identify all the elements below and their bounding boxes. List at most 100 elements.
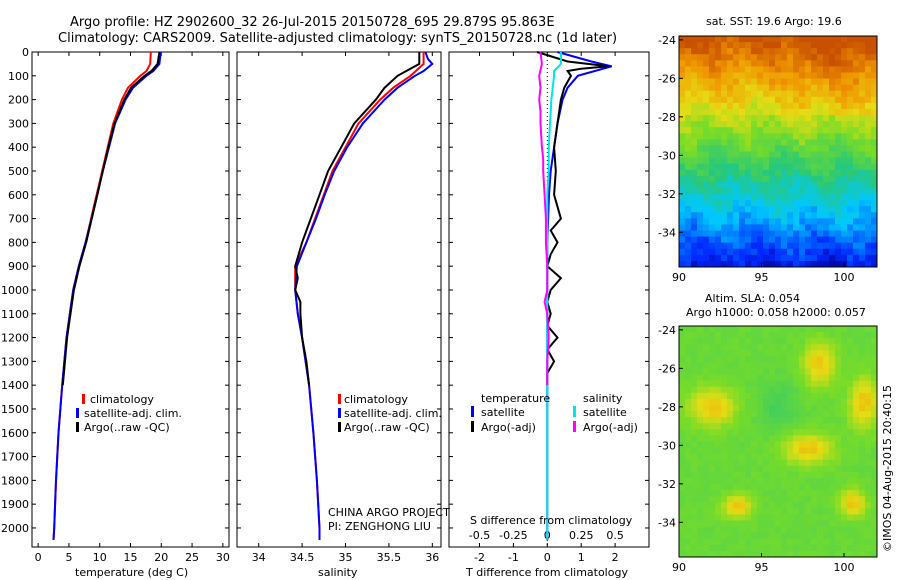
heatmap-cell — [829, 374, 836, 382]
heatmap-cell — [781, 544, 788, 552]
heatmap-cell — [733, 66, 740, 74]
heatmap-cell — [739, 429, 746, 437]
heatmap-cell — [691, 175, 698, 183]
heatmap-cell — [787, 260, 794, 267]
heatmap-cell — [691, 496, 698, 503]
heatmap-cell — [853, 477, 860, 485]
heatmap-cell — [853, 398, 860, 406]
legend-label-argo: Argo(..raw -QC) — [344, 421, 430, 434]
heatmap-cell — [721, 368, 728, 376]
heatmap-cell — [763, 484, 770, 491]
heatmap-cell — [685, 544, 692, 552]
heatmap-cell — [757, 96, 764, 104]
heatmap-cell — [721, 532, 728, 540]
heatmap-cell — [709, 181, 716, 189]
heatmap-cell — [721, 206, 728, 213]
heatmap-cell — [865, 230, 872, 238]
heatmap-cell — [793, 405, 800, 412]
heatmap-cell — [703, 380, 710, 388]
heatmap-cell — [865, 108, 872, 116]
heatmap-cell — [685, 236, 692, 244]
heatmap-cell — [847, 127, 854, 134]
heatmap-cell — [751, 151, 758, 159]
heatmap-cell — [679, 453, 686, 461]
heatmap-cell — [757, 248, 764, 256]
heatmap-cell — [859, 538, 866, 546]
heatmap-cell — [835, 242, 842, 250]
heatmap-cell — [709, 72, 716, 80]
heatmap-cell — [799, 496, 806, 503]
heatmap-cell — [697, 236, 704, 244]
heatmap-cell — [709, 496, 716, 503]
heatmap-cell — [817, 526, 824, 534]
heatmap-cell — [757, 477, 764, 485]
heatmap-cell — [679, 145, 686, 153]
heatmap-cell — [823, 429, 830, 437]
heatmap-cell — [859, 441, 866, 449]
heatmap-cell — [787, 386, 794, 394]
heatmap-cell — [817, 42, 824, 49]
heatmap-cell — [763, 502, 770, 509]
heatmap-cell — [691, 441, 698, 449]
heatmap-cell — [679, 157, 686, 165]
heatmap-cell — [739, 490, 746, 497]
heatmap-cell — [685, 380, 692, 388]
heatmap-cell — [793, 175, 800, 183]
heatmap-cell — [709, 169, 716, 177]
heatmap-cell — [703, 520, 710, 528]
heatmap-cell — [817, 260, 824, 267]
heatmap-cell — [835, 102, 842, 110]
heatmap-cell — [679, 477, 686, 485]
heatmap-cell — [703, 441, 710, 449]
heatmap-cell — [751, 157, 758, 165]
heatmap-cell — [739, 242, 746, 250]
heatmap-cell — [871, 72, 877, 80]
heatmap-cell — [745, 72, 752, 80]
heatmap-cell — [697, 102, 704, 110]
heatmap-cell — [727, 520, 734, 528]
temperature-lines — [52, 51, 162, 540]
heatmap-cell — [781, 163, 788, 171]
heatmap-cell — [865, 260, 872, 267]
heatmap-cell — [727, 36, 734, 43]
heatmap-cell — [781, 484, 788, 491]
heatmap-cell — [859, 212, 866, 219]
heatmap-cell — [685, 218, 692, 226]
heatmap-cell — [739, 145, 746, 153]
heatmap-cell — [739, 260, 746, 267]
heatmap-cell — [685, 254, 692, 262]
heatmap-cell — [727, 502, 734, 509]
heatmap-cell — [769, 121, 776, 128]
heatmap-cell — [715, 484, 722, 491]
heatmap-cell — [775, 405, 782, 412]
heatmap-cell — [685, 356, 692, 364]
heatmap-cell — [835, 338, 842, 345]
heatmap-cell — [859, 42, 866, 49]
heatmap-cell — [787, 169, 794, 177]
heatmap-cell — [805, 514, 812, 522]
heatmap-cell — [817, 502, 824, 509]
heatmap-cell — [709, 490, 716, 497]
heatmap-cell — [703, 490, 710, 497]
heatmap-cell — [817, 236, 824, 244]
heatmap-cell — [769, 242, 776, 250]
heatmap-cell — [871, 115, 877, 122]
heatmap-cell — [841, 392, 848, 400]
heatmap-cell — [781, 338, 788, 345]
heatmap-cell — [805, 544, 812, 552]
heatmap-cell — [727, 78, 734, 86]
heatmap-cell — [775, 508, 782, 516]
heatmap-cell — [775, 102, 782, 110]
heatmap-cell — [841, 368, 848, 376]
heatmap-cell — [733, 260, 740, 267]
heatmap-cell — [817, 187, 824, 195]
heatmap-cell — [859, 332, 866, 339]
heatmap-cell — [817, 453, 824, 461]
heatmap-cell — [871, 145, 877, 153]
heatmap-cell — [727, 398, 734, 406]
heatmap-cell — [739, 36, 746, 43]
heatmap-cell — [799, 224, 806, 232]
heatmap-cell — [721, 84, 728, 92]
heatmap-cell — [739, 133, 746, 140]
heatmap-cell — [853, 544, 860, 552]
